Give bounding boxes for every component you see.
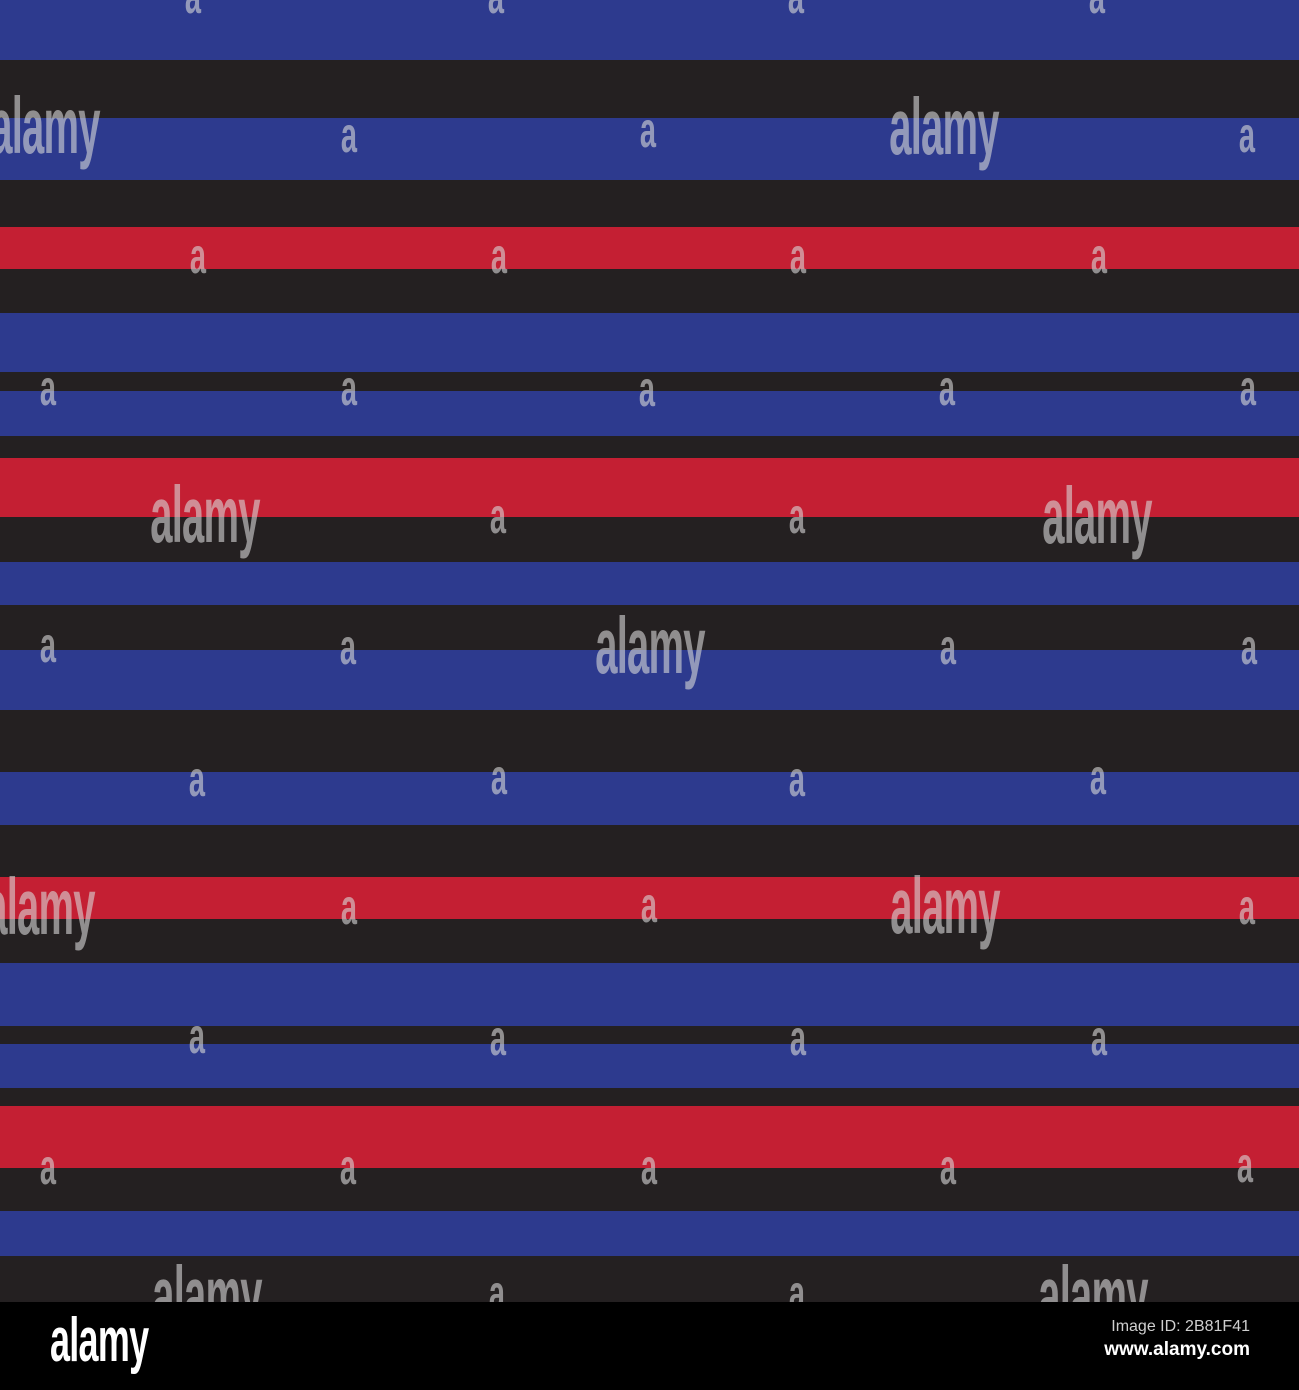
stripe-dark: [0, 269, 1299, 313]
stripe-red: [0, 227, 1299, 269]
stripe-red: [0, 1106, 1299, 1168]
stripe-red: [0, 458, 1299, 517]
stripe-blue: [0, 0, 1299, 60]
stripe-blue: [0, 772, 1299, 825]
stripe-dark: [0, 1026, 1299, 1044]
footer-meta: Image ID: 2B81F41 www.alamy.com: [1104, 1315, 1250, 1362]
stripe-dark: [0, 919, 1299, 963]
stripe-blue: [0, 391, 1299, 436]
image-id-text: Image ID: 2B81F41: [1111, 1318, 1250, 1335]
stripe-blue: [0, 963, 1299, 1026]
stripe-blue: [0, 562, 1299, 605]
footer-bar: alamy Image ID: 2B81F41 www.alamy.com: [0, 1302, 1299, 1390]
stripe-blue: [0, 118, 1299, 180]
alamy-website-text: www.alamy.com: [1104, 1339, 1250, 1360]
stripe-dark: [0, 372, 1299, 391]
stripe-dark: [0, 436, 1299, 458]
stripe-dark: [0, 180, 1299, 227]
stripe-dark: [0, 825, 1299, 877]
stripe-dark: [0, 710, 1299, 772]
stripe-blue: [0, 1211, 1299, 1256]
stripe-dark: [0, 1168, 1299, 1211]
stripe-blue: [0, 313, 1299, 372]
stripe-blue: [0, 1044, 1299, 1088]
stripe-dark: [0, 60, 1299, 118]
stripe-dark: [0, 1256, 1299, 1302]
stripe-blue: [0, 650, 1299, 710]
stripe-dark: [0, 1088, 1299, 1106]
stripe-dark: [0, 517, 1299, 562]
stripe-red: [0, 877, 1299, 919]
alamy-brand-logo: alamy: [50, 1306, 149, 1375]
stripe-dark: [0, 605, 1299, 650]
